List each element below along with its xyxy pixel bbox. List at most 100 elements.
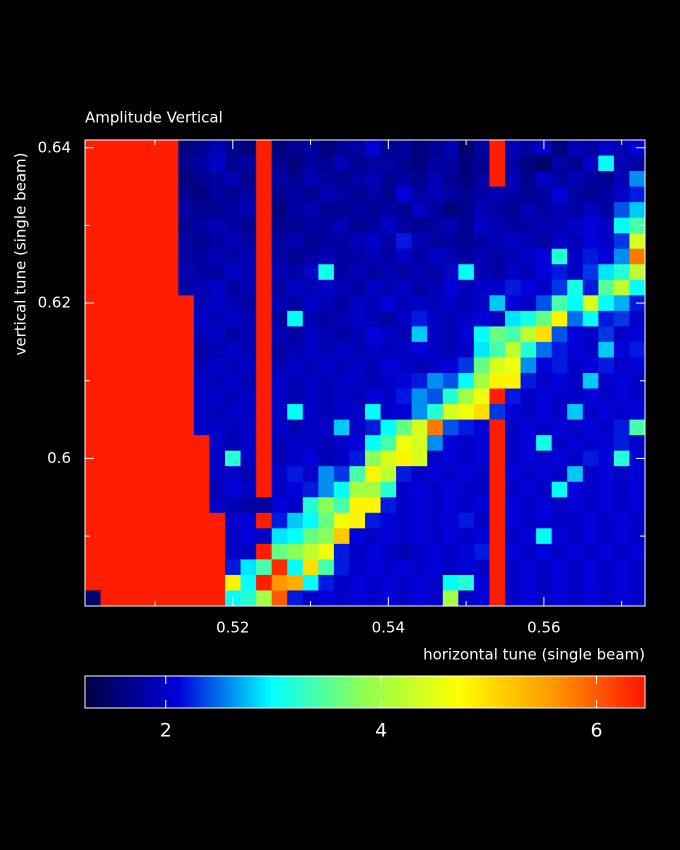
heatmap-cell	[473, 559, 490, 576]
heatmap-cell	[85, 357, 101, 374]
heatmap-cell	[302, 512, 319, 529]
heatmap-cell	[396, 264, 413, 281]
heatmap-cell	[613, 310, 630, 327]
heatmap-cell	[302, 155, 319, 172]
heatmap-cell	[473, 466, 490, 483]
heatmap-cell	[302, 435, 319, 452]
heatmap-cell	[178, 140, 195, 156]
heatmap-cell	[240, 419, 257, 436]
heatmap-cell	[380, 512, 397, 529]
heatmap-cell	[458, 466, 475, 483]
heatmap-cell	[193, 512, 210, 529]
heatmap-cell	[100, 310, 117, 327]
heatmap-cell	[287, 357, 304, 374]
heatmap-cell	[131, 202, 148, 219]
heatmap-cell	[147, 590, 164, 607]
heatmap-cell	[613, 357, 630, 374]
heatmap-cell	[427, 528, 444, 545]
heatmap-cell	[209, 310, 226, 327]
heatmap-cell	[178, 202, 195, 219]
x-tick-label: 0.52	[216, 619, 249, 637]
heatmap-cell	[333, 217, 350, 234]
heatmap-cell	[458, 497, 475, 514]
heatmap-cell	[365, 481, 381, 498]
heatmap-cell	[349, 310, 366, 327]
heatmap-cell	[505, 528, 521, 545]
heatmap-cell	[225, 404, 241, 420]
heatmap-cell	[318, 388, 335, 405]
heatmap-cell	[473, 295, 490, 312]
heatmap-cell	[520, 186, 537, 203]
heatmap-cell	[551, 590, 568, 607]
heatmap-cell	[536, 559, 553, 576]
heatmap-cell	[131, 171, 148, 187]
heatmap-cell	[505, 388, 521, 405]
heatmap-cell	[225, 388, 241, 405]
heatmap-cell	[193, 450, 210, 467]
heatmap-cell	[489, 202, 506, 219]
heatmap-cell	[116, 186, 133, 203]
heatmap-cell	[613, 264, 630, 281]
heatmap-cell	[520, 574, 537, 591]
heatmap-cell	[458, 574, 475, 591]
heatmap-cell	[193, 279, 210, 296]
heatmap-cell	[85, 466, 101, 483]
heatmap-cell	[162, 481, 179, 498]
heatmap-cell	[240, 497, 257, 514]
heatmap-cell	[147, 559, 164, 576]
heatmap-cell	[256, 497, 273, 514]
heatmap-cell	[147, 155, 164, 172]
heatmap-cell	[100, 450, 117, 467]
heatmap-cell	[209, 155, 226, 172]
heatmap-cell	[442, 279, 459, 296]
heatmap-cell	[365, 310, 381, 327]
heatmap-cell	[287, 559, 304, 576]
heatmap-cell	[380, 543, 397, 560]
heatmap-cell	[116, 574, 133, 591]
heatmap-cell	[225, 171, 241, 187]
heatmap-cell	[349, 404, 366, 420]
heatmap-cell	[209, 264, 226, 281]
heatmap-cell	[147, 171, 164, 187]
heatmap-cell	[240, 217, 257, 234]
heatmap-cell	[240, 528, 257, 545]
heatmap-cell	[162, 295, 179, 312]
heatmap-cell	[178, 512, 195, 529]
heatmap-cell	[473, 373, 490, 389]
heatmap-cell	[536, 450, 553, 467]
heatmap-cell	[427, 326, 444, 343]
heatmap-cell	[147, 373, 164, 389]
heatmap-cell	[178, 295, 195, 312]
heatmap-cell	[567, 310, 584, 327]
heatmap-cell	[411, 310, 428, 327]
heatmap-cell	[193, 559, 210, 576]
heatmap-cell	[520, 326, 537, 343]
heatmap-cell	[473, 264, 490, 281]
heatmap-cell	[209, 388, 226, 405]
heatmap-cell	[365, 466, 381, 483]
heatmap-cell	[131, 404, 148, 420]
heatmap-cell	[240, 233, 257, 250]
heatmap-cell	[598, 559, 615, 576]
heatmap-cell	[442, 326, 459, 343]
heatmap-cell	[489, 217, 506, 234]
heatmap-cell	[567, 590, 584, 607]
heatmap-cell	[598, 497, 615, 514]
heatmap-cell	[85, 326, 101, 343]
heatmap-cell	[209, 171, 226, 187]
heatmap-cell	[582, 202, 599, 219]
heatmap-cell	[411, 435, 428, 452]
heatmap-cell	[629, 186, 646, 203]
heatmap-cell	[411, 388, 428, 405]
heatmap-cell	[349, 264, 366, 281]
heatmap-cell	[333, 264, 350, 281]
heatmap-cell	[225, 279, 241, 296]
heatmap-cell	[520, 373, 537, 389]
heatmap-cell	[613, 295, 630, 312]
heatmap-cell	[411, 481, 428, 498]
heatmap-cell	[209, 450, 226, 467]
heatmap-cell	[85, 233, 101, 250]
heatmap-cell	[131, 264, 148, 281]
heatmap-cell	[271, 295, 288, 312]
heatmap-cell	[225, 217, 241, 234]
